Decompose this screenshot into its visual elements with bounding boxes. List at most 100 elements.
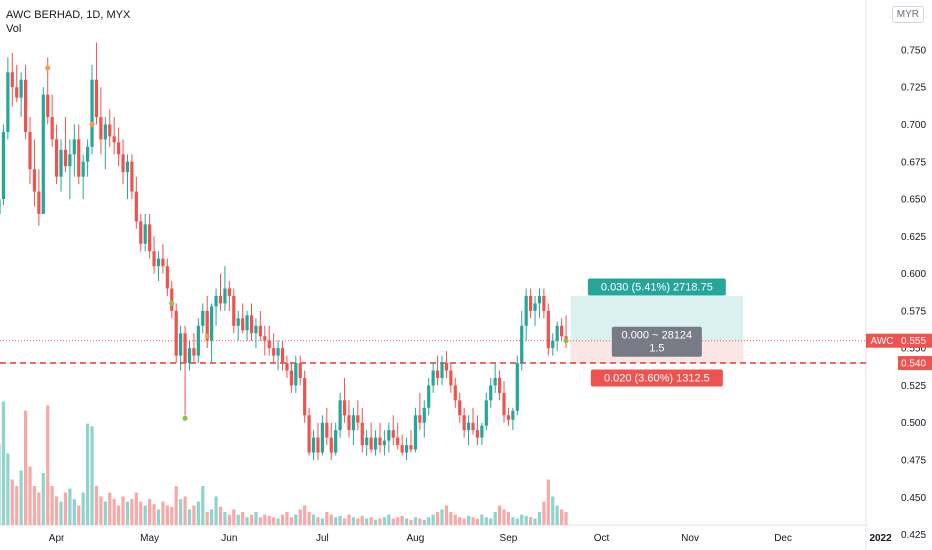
candle-body [143, 224, 147, 244]
candle-body [241, 318, 245, 331]
volume-bar [453, 514, 457, 525]
candle-body [37, 191, 41, 214]
x-tick-label: Aug [407, 533, 425, 544]
volume-bar [365, 518, 369, 525]
volume-bar [409, 519, 413, 525]
volume-bar [32, 486, 37, 525]
volume-bar [334, 517, 338, 525]
candle-body [245, 315, 249, 331]
y-tick-label: 0.575 [901, 306, 926, 317]
signal-marker [563, 338, 569, 344]
candle-body [227, 288, 231, 296]
candle-body [529, 295, 533, 311]
candle-body [502, 392, 506, 416]
candle-body [174, 310, 178, 356]
candle-body [32, 169, 37, 192]
volume-bar [369, 517, 373, 525]
volume-bar [294, 514, 298, 525]
candle-body [10, 72, 14, 88]
candle-body [0, 199, 1, 214]
x-tick-label: May [140, 533, 159, 544]
signal-marker [45, 65, 51, 71]
volume-bar [152, 504, 156, 525]
current-price-tag-bg [898, 333, 932, 348]
volume-bar [391, 518, 395, 525]
volume-bar [560, 509, 564, 525]
candle-body [103, 124, 107, 140]
candle-body [325, 422, 329, 438]
candle-body [294, 363, 298, 386]
candle-body [108, 124, 112, 137]
volume-bar [551, 496, 555, 525]
candle-body [81, 161, 85, 177]
candle-body [329, 437, 333, 453]
candle-body [311, 437, 316, 453]
candle-body [511, 410, 515, 420]
candle-body [360, 422, 364, 446]
y-tick-label: 0.625 [901, 232, 926, 243]
volume-bar [170, 506, 174, 525]
volume-bar [502, 509, 506, 525]
candle-body [338, 400, 342, 431]
chart-legend: AWC BERHAD, 1D, MYX Vol [6, 8, 130, 36]
symbol-tag-text: AWC [871, 336, 894, 347]
candle-body [298, 363, 302, 378]
candle-body [484, 400, 488, 426]
volume-bar [506, 512, 511, 525]
volume-label: Vol [6, 23, 22, 35]
currency-button[interactable]: MYR [891, 6, 924, 23]
volume-bar [46, 405, 50, 525]
candle-body [41, 94, 45, 214]
volume-bar [325, 512, 329, 525]
x-tick-label: 2022 [869, 533, 892, 544]
candle-body [77, 139, 81, 177]
candle-body [334, 430, 338, 453]
volume-bar [431, 514, 435, 525]
volume-bar [201, 486, 205, 525]
candle-body [400, 445, 404, 453]
candle-body [86, 146, 90, 162]
volume-bar [258, 517, 262, 525]
candle-body [431, 370, 435, 386]
volume-bar [307, 512, 311, 525]
volume-bar [0, 444, 1, 525]
position-center-label-text: 0.000 ~ 28124 [622, 330, 693, 342]
signal-marker [89, 121, 95, 128]
candle-body [444, 363, 449, 371]
candle-body [46, 94, 50, 118]
candle-body [387, 430, 391, 441]
candle-body [276, 348, 280, 356]
volume-bar [515, 518, 519, 525]
volume-bar [497, 505, 502, 525]
profit-label-text: 0.030 (5.41%) 2718.75 [601, 281, 713, 293]
volume-bar [440, 509, 444, 525]
volume-bar [134, 492, 138, 525]
volume-bar [342, 518, 347, 525]
volume-bar [320, 518, 324, 525]
candle-body [307, 415, 311, 453]
volume-bar [542, 501, 546, 525]
candle-body [316, 437, 320, 453]
candle-body [125, 161, 130, 173]
y-tick-label: 0.725 [901, 83, 926, 94]
candle-body [373, 437, 378, 450]
candle-body [418, 415, 422, 423]
candle-body [196, 325, 200, 356]
volume-bar [117, 505, 121, 525]
candle-body [23, 79, 28, 132]
stop-price-tag-bg [898, 356, 932, 371]
candle-body [524, 295, 528, 326]
volume-bar [103, 501, 107, 525]
volume-bar [108, 492, 112, 525]
volume-bar [214, 496, 218, 525]
candle-body [506, 415, 511, 420]
candle-body [342, 400, 347, 416]
volume-bar [466, 515, 471, 525]
candle-body [462, 415, 466, 431]
volume-bar [10, 479, 14, 525]
volume-bar [187, 509, 192, 525]
volume-bar [125, 501, 130, 525]
candle-body [427, 385, 431, 408]
candle-body [435, 370, 440, 378]
